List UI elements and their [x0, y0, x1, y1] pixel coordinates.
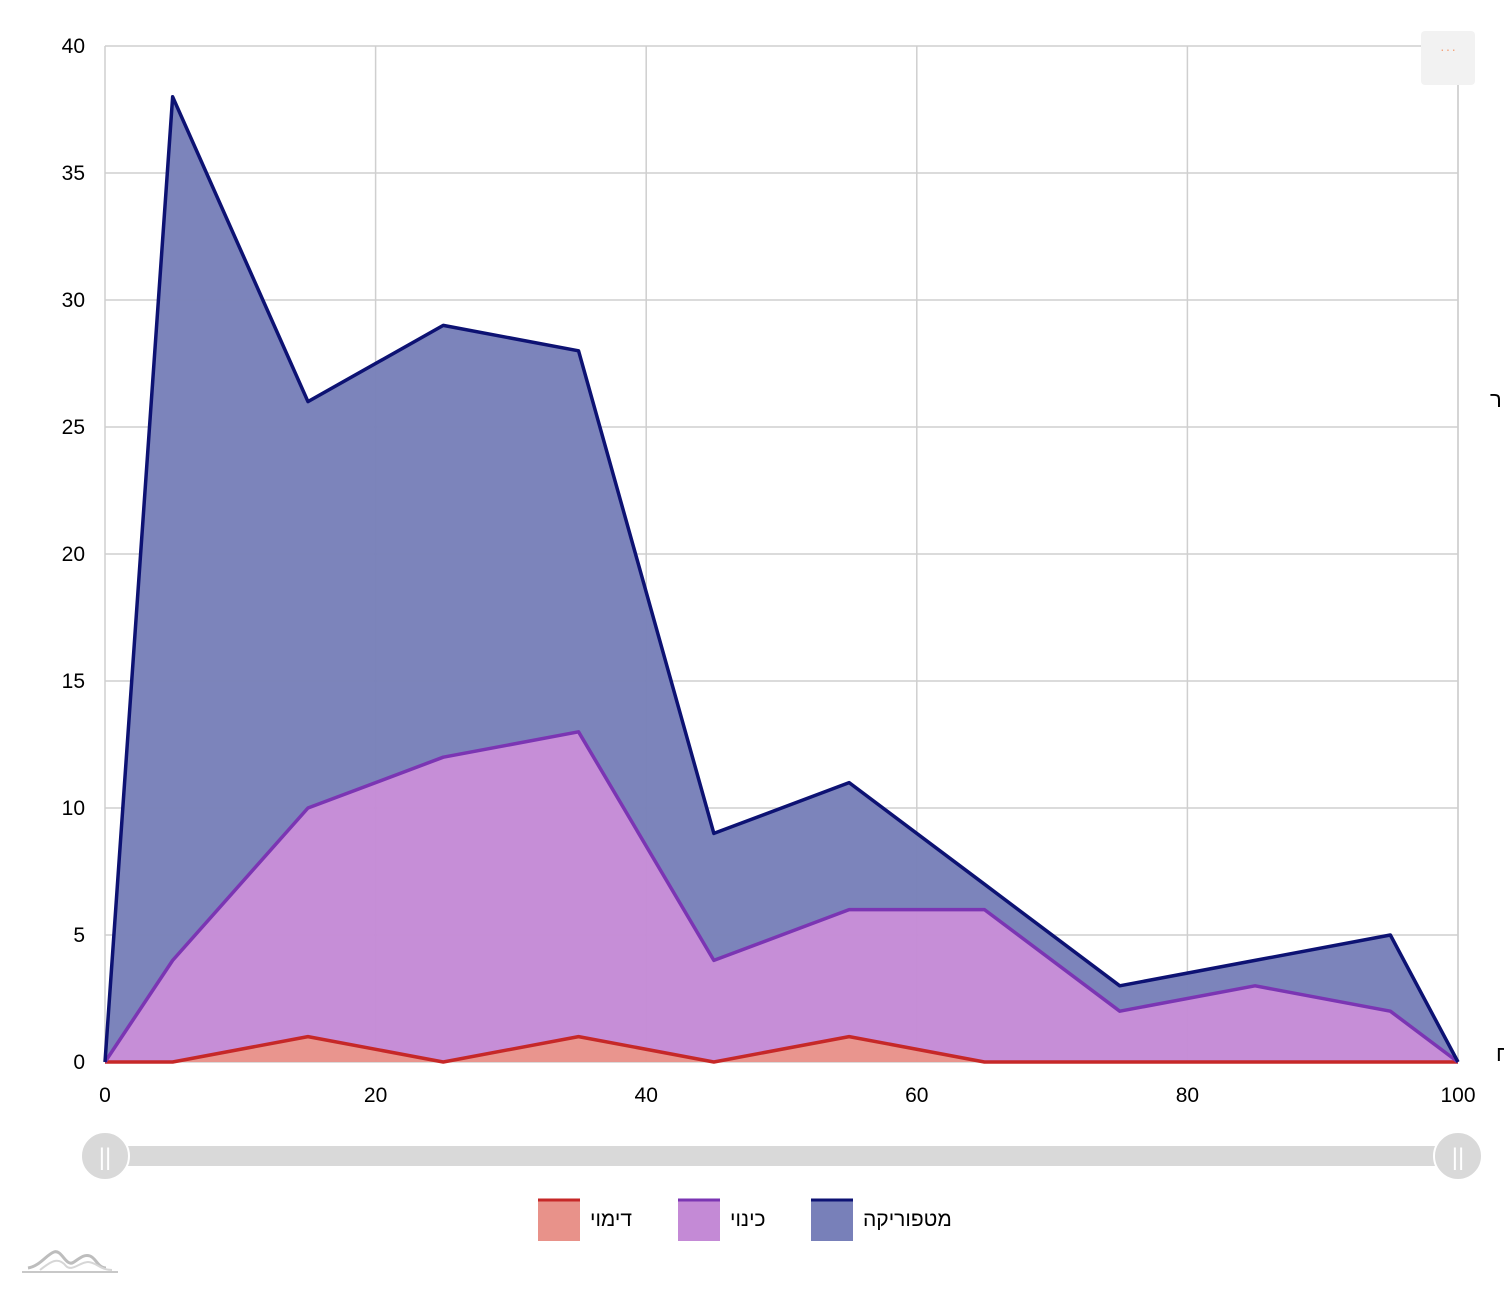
scrollbar-track[interactable] [105, 1146, 1458, 1166]
y-tick-label: 40 [62, 35, 85, 58]
legend-label[interactable]: כינוי [730, 1208, 766, 1231]
area-מטפוריקה [105, 96, 1458, 1063]
y-tick-label: 30 [62, 289, 85, 312]
y-axis-ticks: 0 5 10 15 20 25 30 35 40 [62, 35, 85, 1074]
line-דימוי [105, 1034, 1458, 1064]
x-tick-label: 60 [905, 1084, 928, 1107]
scrollbar-start-grip[interactable] [80, 1131, 130, 1181]
y-tick-label: 25 [62, 416, 85, 439]
y-tick-label: 0 [73, 1051, 85, 1074]
y-tick-label: 10 [62, 797, 85, 820]
series-areas [105, 96, 1458, 1063]
menu-glyph: ··· [1440, 41, 1457, 57]
clipped-right-label: ר [1490, 387, 1502, 412]
x-tick-label: 40 [635, 1084, 658, 1107]
legend-swatch-דימוי[interactable] [538, 1199, 580, 1241]
y-tick-label: 35 [62, 162, 85, 185]
x-tick-label: 100 [1440, 1084, 1475, 1107]
legend-swatch-כינוי[interactable] [678, 1199, 720, 1241]
amcharts-logo-icon [22, 1250, 118, 1273]
more-horizontal-icon[interactable]: ··· [1421, 31, 1475, 85]
x-tick-label: 20 [364, 1084, 387, 1107]
line-כינוי [103, 730, 1460, 1064]
clipped-bottom-right-label: ח [1496, 1041, 1504, 1066]
x-axis-ticks: 0 20 40 60 80 100 [99, 1084, 1475, 1107]
legend-label[interactable]: מטפוריקה [863, 1208, 952, 1231]
horizontal-scrollbar[interactable]: || || [80, 1131, 1483, 1181]
y-tick-label: 20 [62, 543, 85, 566]
legend-swatch-מטפוריקה[interactable] [811, 1199, 853, 1241]
y-tick-label: 5 [73, 924, 85, 947]
x-tick-label: 80 [1176, 1084, 1199, 1107]
chart-legend: דימוי כינוי מטפוריקה [538, 1198, 952, 1241]
scrollbar-grip-glyph: || [99, 1144, 111, 1171]
legend-label[interactable]: דימוי [590, 1208, 632, 1231]
scrollbar-end-grip[interactable] [1433, 1131, 1483, 1181]
area-כינוי [105, 731, 1458, 1062]
scrollbar-grip-glyph: || [1452, 1144, 1464, 1171]
y-tick-label: 15 [62, 670, 85, 693]
line-מטפוריקה [103, 95, 1460, 1063]
series-lines [103, 95, 1460, 1064]
x-tick-label: 0 [99, 1084, 111, 1107]
